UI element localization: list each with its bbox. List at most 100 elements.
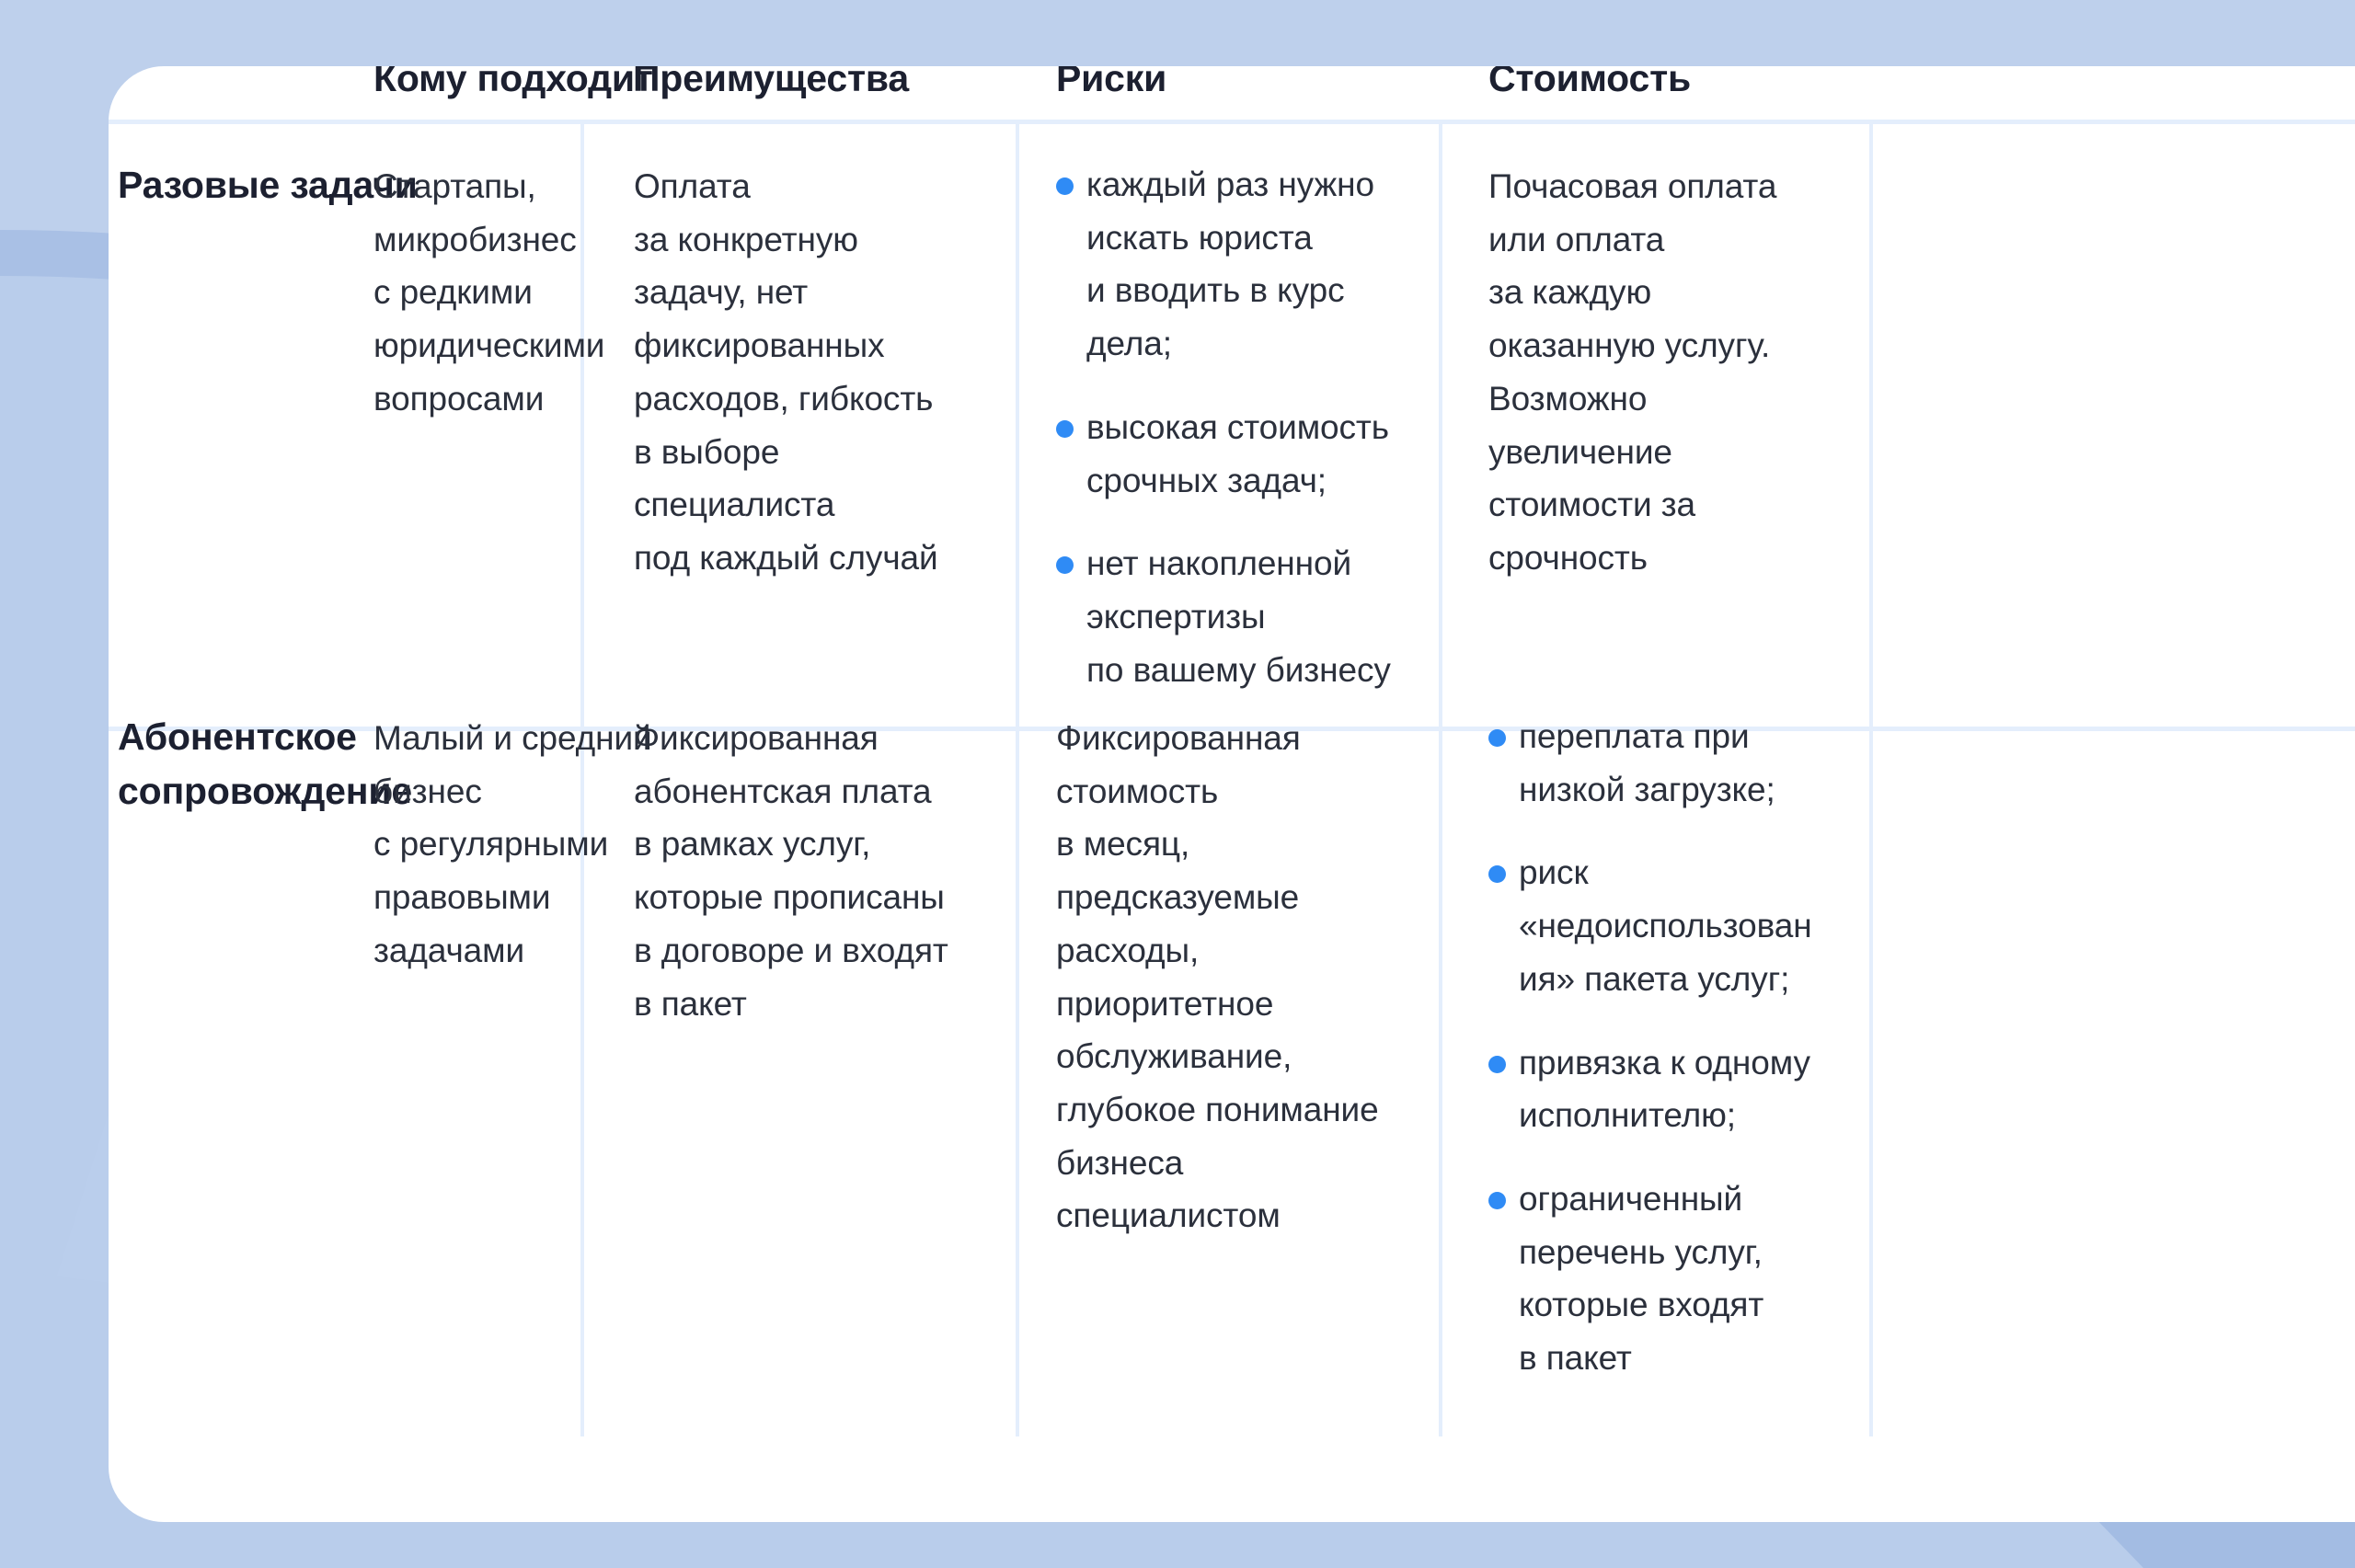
row-header-line: Абонентское <box>118 715 357 758</box>
cell-line: срочных задач; <box>1086 461 1327 499</box>
list-item: привязка к одному исполнителю; <box>1488 1036 1884 1142</box>
list-item: риск «недоиспользован ия» пакета услуг; <box>1488 846 1884 1005</box>
column-header-benefits: Преимущества <box>633 66 909 99</box>
row-header-subscription-support: Абонентское сопровождение <box>118 710 559 819</box>
cell-r2-who: Малый и средний бизнес с регулярными пра… <box>373 712 741 978</box>
cell-line: правовыми <box>373 878 551 917</box>
cell-line: расходы, <box>1056 931 1200 969</box>
cell-line: в пакет <box>1519 1339 1632 1378</box>
cell-r1-price: Почасовая оплата или оплата за каждую ок… <box>1488 160 1884 585</box>
cell-r1-who: Стартапы, микробизнес с редкими юридичес… <box>373 160 605 426</box>
cell-line: абонентская плата <box>634 772 932 810</box>
cell-line: нет накопленной <box>1086 544 1352 583</box>
cell-line: задачу, нет <box>634 273 809 312</box>
row-divider-1 <box>109 727 2355 731</box>
cell-line: низкой загрузке; <box>1519 770 1775 808</box>
list-item: ограниченный перечень услуг, которые вхо… <box>1488 1173 1884 1385</box>
cell-line: Возможно <box>1488 379 1648 418</box>
cell-line: с регулярными <box>373 825 609 864</box>
bullet-icon <box>1056 556 1074 575</box>
cell-line: или оплата <box>1488 220 1665 258</box>
column-divider-3 <box>1439 120 1442 1436</box>
list-item: нет накопленной экспертизы по вашему биз… <box>1056 537 1424 696</box>
cell-line: бизнеса <box>1056 1143 1184 1182</box>
column-header-price: Стоимость <box>1488 66 1691 99</box>
cell-line: стоимость <box>1056 772 1219 810</box>
column-header-risks: Риски <box>1056 66 1167 99</box>
column-divider-1 <box>580 120 584 1436</box>
row-header-line: сопровождение <box>118 770 412 813</box>
bullet-icon <box>1488 1055 1506 1073</box>
cell-line: глубокое понимание <box>1056 1091 1379 1129</box>
cell-line: привязка к одному <box>1519 1043 1810 1082</box>
column-header-who: Кому подходит <box>373 66 653 99</box>
cell-line: которые прописаны <box>634 878 945 917</box>
cell-line: риск <box>1519 853 1589 892</box>
cell-r2-benefits: Фиксированная абонентская плата в рамках… <box>634 712 1020 1030</box>
cell-line: экспертизы <box>1086 598 1266 636</box>
cell-line: стоимости за <box>1488 486 1696 524</box>
column-divider-2 <box>1016 120 1019 1436</box>
cell-line: за конкретную <box>634 220 858 258</box>
cell-line: Малый и средний <box>373 719 652 757</box>
bullet-icon <box>1056 419 1074 438</box>
cell-line: фиксированных <box>634 326 885 365</box>
cell-line: специалиста <box>634 486 835 524</box>
cell-line: в договоре и входят <box>634 931 948 969</box>
cell-line: обслуживание, <box>1056 1037 1292 1076</box>
bullet-icon <box>1488 1192 1506 1210</box>
cell-line: срочность <box>1488 539 1648 578</box>
cell-line: ограниченный <box>1519 1180 1743 1219</box>
cell-line: искать юриста <box>1086 218 1313 257</box>
header-row-divider <box>109 120 2355 124</box>
cell-line: перечень услуг, <box>1519 1232 1763 1271</box>
cell-line: вопросами <box>373 379 545 418</box>
cell-line: специалистом <box>1056 1196 1281 1235</box>
bullet-icon <box>1488 729 1506 747</box>
list-item: высокая стоимость срочных задач; <box>1056 401 1424 507</box>
cell-line: расходов, гибкость <box>634 379 934 418</box>
list-item: каждый раз нужно искать юриста и вводить… <box>1056 158 1424 371</box>
cell-r2-price: переплата при низкой загрузке; риск «нед… <box>1488 710 1884 1385</box>
list-item: переплата при низкой загрузке; <box>1488 710 1884 816</box>
cell-line: микробизнес <box>373 220 577 258</box>
cell-line: «недоиспользован <box>1519 907 1812 945</box>
cell-line: высокая стоимость <box>1086 407 1389 446</box>
cell-line: оказанную услугу. <box>1488 326 1771 365</box>
cell-line: исполнителю; <box>1519 1096 1736 1135</box>
table-grid <box>109 66 2355 1522</box>
cell-line: Почасовая оплата <box>1488 167 1777 205</box>
cell-line: бизнес <box>373 772 482 810</box>
cell-line: в месяц, <box>1056 825 1190 864</box>
column-divider-4 <box>1869 120 1873 1436</box>
cell-line: по вашему бизнесу <box>1086 650 1391 689</box>
cell-line: переплата при <box>1519 717 1750 755</box>
cell-line: увеличение <box>1488 432 1672 471</box>
cell-line: дела; <box>1086 325 1172 363</box>
cell-line: приоритетное <box>1056 984 1274 1023</box>
cell-r2-risks: Фиксированная стоимость в месяц, предска… <box>1056 712 1461 1242</box>
cell-line: в пакет <box>634 984 747 1023</box>
cell-line: которые входят <box>1519 1286 1764 1324</box>
cell-line: с редкими <box>373 273 533 312</box>
cell-line: Фиксированная <box>1056 719 1301 757</box>
cell-line: в рамках услуг, <box>634 825 871 864</box>
cell-r1-benefits: Оплата за конкретную задачу, нет фиксиро… <box>634 160 1002 585</box>
comparison-table-card: Кому подходит Преимущества Риски Стоимос… <box>109 66 2355 1522</box>
cell-line: за каждую <box>1488 273 1652 312</box>
bullet-icon <box>1488 865 1506 884</box>
bullet-icon <box>1056 177 1074 195</box>
cell-line: предсказуемые <box>1056 878 1300 917</box>
cell-line: Стартапы, <box>373 167 536 205</box>
cell-line: Фиксированная <box>634 719 879 757</box>
row-header-one-off-tasks: Разовые задачи <box>118 164 418 206</box>
cell-line: юридическими <box>373 326 605 365</box>
cell-line: и вводить в курс <box>1086 271 1345 310</box>
cell-line: под каждый случай <box>634 539 938 578</box>
cell-line: Оплата <box>634 167 751 205</box>
cell-r1-risks: каждый раз нужно искать юриста и вводить… <box>1056 158 1424 696</box>
cell-line: задачами <box>373 931 525 969</box>
cell-line: в выборе <box>634 432 780 471</box>
cell-line: каждый раз нужно <box>1086 166 1374 203</box>
cell-line: ия» пакета услуг; <box>1519 959 1790 998</box>
